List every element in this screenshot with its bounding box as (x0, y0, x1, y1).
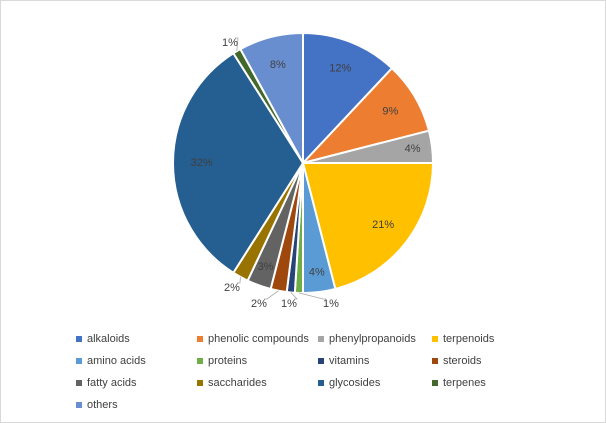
data-label: 8% (270, 59, 286, 71)
pie-slice-alkaloids (302, 31, 394, 166)
leader-line (235, 37, 239, 52)
legend-swatch (318, 336, 324, 342)
data-label: 4% (405, 143, 421, 155)
legend-item-terpenes: terpenes (432, 372, 516, 394)
data-label: 1% (323, 298, 339, 310)
legend-swatch (432, 358, 438, 364)
legend-item-phenylpropanoids: phenylpropanoids (318, 328, 432, 350)
data-label: 12% (329, 63, 351, 75)
leader-line (290, 292, 298, 300)
data-label: 1% (222, 37, 238, 49)
legend-swatch (76, 358, 82, 364)
data-label: 32% (191, 157, 213, 169)
legend-label: proteins (208, 355, 248, 367)
leader-line (298, 292, 326, 300)
legend-label: vitamins (329, 355, 370, 367)
legend-swatch (197, 336, 203, 342)
data-labels: 12% 9% 4% 21% 4% 1% 1% 2% 3% 2% 32% 1% 8% (191, 37, 421, 310)
data-label: 2% (224, 282, 240, 294)
data-label: 3% (258, 261, 274, 273)
legend-label: glycosides (329, 377, 381, 389)
legend-label: others (87, 399, 118, 411)
pie-slice-terpenoids (301, 162, 435, 291)
data-label: 2% (251, 298, 267, 310)
legend-swatch (318, 358, 324, 364)
legend-item-proteins: proteins (197, 350, 318, 372)
legend-item-saccharides: saccharides (197, 372, 318, 394)
legend-item-phenolic-compounds: phenolic compounds (197, 328, 318, 350)
legend-item-vitamins: vitamins (318, 350, 432, 372)
legend-item-amino-acids: amino acids (76, 350, 197, 372)
legend-item-steroids: steroids (432, 350, 516, 372)
leader-line (264, 290, 279, 300)
legend-item-others: others (76, 394, 197, 416)
legend-item-fatty-acids: fatty acids (76, 372, 197, 394)
legend-item-alkaloids: alkaloids (76, 328, 197, 350)
legend-label: steroids (443, 355, 482, 367)
legend-label: saccharides (208, 377, 267, 389)
legend-swatch (318, 380, 324, 386)
legend-item-glycosides: glycosides (318, 372, 432, 394)
legend-label: amino acids (87, 355, 146, 367)
legend-label: terpenes (443, 377, 486, 389)
pie-slices (172, 31, 435, 295)
pie-slice-others (239, 31, 304, 164)
data-label: 4% (309, 267, 325, 279)
legend-label: phenolic compounds (208, 333, 309, 345)
legend-swatch (76, 402, 82, 408)
legend-label: phenylpropanoids (329, 333, 416, 345)
legend-label: fatty acids (87, 377, 137, 389)
legend-swatch (76, 336, 82, 342)
legend-swatch (76, 380, 82, 386)
legend: alkaloids phenolic compounds phenylpropano… (76, 328, 516, 416)
legend-label: terpenoids (443, 333, 495, 345)
pie-slice-glycosides (172, 51, 305, 275)
legend-swatch (432, 336, 438, 342)
legend-swatch (197, 380, 203, 386)
data-label: 1% (281, 298, 297, 310)
legend-item-terpenoids: terpenoids (432, 328, 516, 350)
legend-label: alkaloids (87, 333, 130, 345)
data-label: 21% (372, 219, 394, 231)
legend-swatch (197, 358, 203, 364)
leader-line (237, 276, 241, 284)
leader-lines (235, 37, 326, 300)
data-label: 9% (382, 105, 398, 117)
legend-swatch (432, 380, 438, 386)
